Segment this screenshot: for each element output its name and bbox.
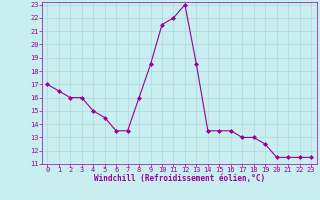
X-axis label: Windchill (Refroidissement éolien,°C): Windchill (Refroidissement éolien,°C) bbox=[94, 174, 265, 183]
